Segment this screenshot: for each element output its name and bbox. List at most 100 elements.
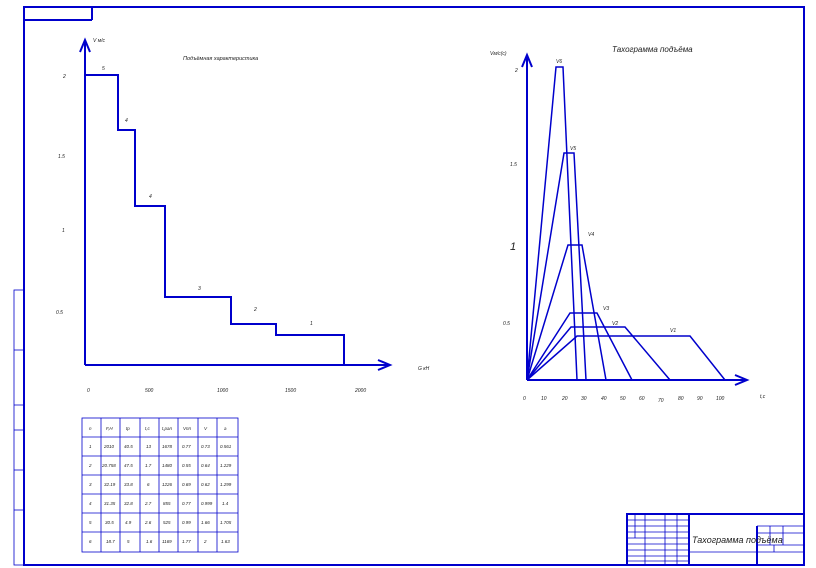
table-cell: 0.64	[201, 463, 210, 468]
table-row: 6 18.7 5 1.6 1169 1.77 2 1.63	[89, 539, 230, 544]
table-cell: 855	[163, 501, 171, 506]
right-x-tick: 100	[716, 396, 725, 402]
data-table: n F,Н tр t,с t,рап Vпп V a 1 2010 40.5 1…	[81, 417, 239, 553]
right-y-tick: 1	[510, 241, 516, 253]
table-cell: 1	[89, 444, 92, 449]
tachogram-curve-v2	[526, 326, 671, 381]
step-label: 3	[198, 286, 201, 292]
table-row: 5 30.5 4.9 2.6 525 0.99 1.66 1.705	[89, 520, 232, 525]
left-x-axis-label: G кН	[418, 366, 430, 372]
left-y-arrow	[79, 37, 91, 53]
left-x-tick: 2000	[354, 388, 366, 394]
right-x-ticks: 0 10 20 30 40 50 60 70 80 90 100	[523, 396, 725, 404]
tachogram-curve-v3	[526, 312, 633, 381]
right-chart-title: Тахограмма подъёма	[612, 45, 693, 54]
right-x-arrow	[734, 374, 750, 386]
step-label: 1	[310, 321, 313, 327]
table-cell: 3	[89, 482, 92, 487]
table-header-cell: a	[224, 426, 227, 431]
table-cell: 1.63	[221, 539, 230, 544]
right-x-tick: 80	[678, 396, 684, 402]
right-x-tick: 90	[697, 396, 703, 402]
table-cell: 0.77	[182, 501, 191, 506]
table-row: 4 31.35 32.8 2.7 855 0.77 0.999 1.4	[89, 501, 229, 506]
tachogram-curve-v1	[526, 335, 726, 381]
table-header-cell: F,Н	[106, 426, 113, 431]
left-y-tick: 0.5	[56, 310, 63, 316]
table-cell: 4	[89, 501, 92, 506]
right-y-tick: 0.5	[503, 321, 510, 327]
step-label: 4	[149, 194, 152, 200]
table-cell: 1.4	[222, 501, 229, 506]
drawing-title: Тахограмма подъёма	[692, 535, 783, 545]
left-chart-title: Подъёмная характеристика	[183, 56, 258, 62]
table-cell: 0.62	[201, 482, 210, 487]
table-cell: 2.6	[144, 520, 152, 525]
table-cell: 30.5	[105, 520, 114, 525]
table-cell: 1480	[162, 463, 173, 468]
step-label: 2	[253, 307, 257, 313]
left-y-tick: 1.5	[58, 154, 65, 160]
table-cell: 4.9	[125, 520, 132, 525]
right-y-tick: 2	[514, 68, 518, 74]
table-cell: 33.8	[124, 482, 133, 487]
left-x-tick: 0	[87, 388, 90, 394]
table-cell: 0.999	[201, 501, 213, 506]
table-cell: 47.5	[124, 463, 133, 468]
table-cell: 5	[89, 520, 92, 525]
step-label: 4	[125, 118, 128, 124]
right-y-tick: 1.5	[510, 162, 517, 168]
table-cell: 5	[127, 539, 130, 544]
right-y-arrow	[521, 52, 533, 68]
table-cell: 13	[146, 444, 152, 449]
step-label: 5	[102, 66, 105, 72]
left-x-arrow	[377, 359, 393, 371]
table-cell: 0.55	[182, 463, 191, 468]
curve-label: V4	[588, 232, 594, 238]
left-x-tick: 500	[145, 388, 154, 394]
table-cell: 525	[163, 520, 171, 525]
table-header-cell: n	[89, 426, 92, 431]
table-header-cell: tр	[126, 426, 130, 431]
table-header-cell: t,рап	[162, 426, 172, 431]
lifting-characteristic-chart: Подъёмная характеристика V м/с G кН 2 1.…	[56, 37, 430, 394]
table-cell: 2.7	[144, 501, 152, 506]
tachogram-curve-v5	[526, 152, 587, 381]
right-x-tick: 40	[601, 396, 607, 402]
table-cell: 1.6	[146, 539, 153, 544]
table-cell: 0.561	[220, 444, 232, 449]
table-header-cell: V	[204, 426, 208, 431]
table-cell: 1226	[162, 482, 173, 487]
table-cell: 18.7	[106, 539, 115, 544]
table-cell: 2010	[103, 444, 115, 449]
right-x-tick: 20	[561, 396, 568, 402]
table-cell: 2	[203, 539, 207, 544]
left-x-tick: 1000	[217, 388, 228, 394]
table-header-cell: t,с	[145, 426, 151, 431]
table-cell: 1678	[162, 444, 173, 449]
right-x-axis-label: t,с	[760, 394, 766, 400]
table-cell: 40.5	[124, 444, 133, 449]
table-cell: 1169	[162, 539, 172, 544]
right-x-tick: 50	[620, 396, 626, 402]
left-y-tick: 1	[62, 228, 65, 234]
table-cell: 6	[147, 482, 150, 487]
lifting-step-line	[85, 74, 345, 365]
left-x-tick: 1500	[285, 388, 296, 394]
table-cell: 0.73	[201, 444, 210, 449]
table-cell: 6	[89, 539, 92, 544]
table-header-cell: Vпп	[183, 426, 191, 431]
table-cell: 1.77	[182, 539, 191, 544]
tachogram-curve-v6	[526, 66, 578, 381]
table-cell: 32.8	[124, 501, 133, 506]
left-y-axis-label: V м/с	[93, 38, 106, 44]
table-cell: 31.35	[104, 501, 116, 506]
right-x-tick: 0	[523, 396, 526, 402]
curve-label: V6	[556, 59, 562, 65]
title-block: Тахограмма подъёма	[626, 513, 805, 566]
drawing-frame	[13, 6, 805, 566]
right-x-tick: 60	[639, 396, 645, 402]
table-cell: 1.299	[220, 482, 232, 487]
table-row: 2 20.758 47.5 1.7 1480 0.55 0.64 1.229	[88, 463, 232, 468]
right-x-tick: 30	[581, 396, 587, 402]
